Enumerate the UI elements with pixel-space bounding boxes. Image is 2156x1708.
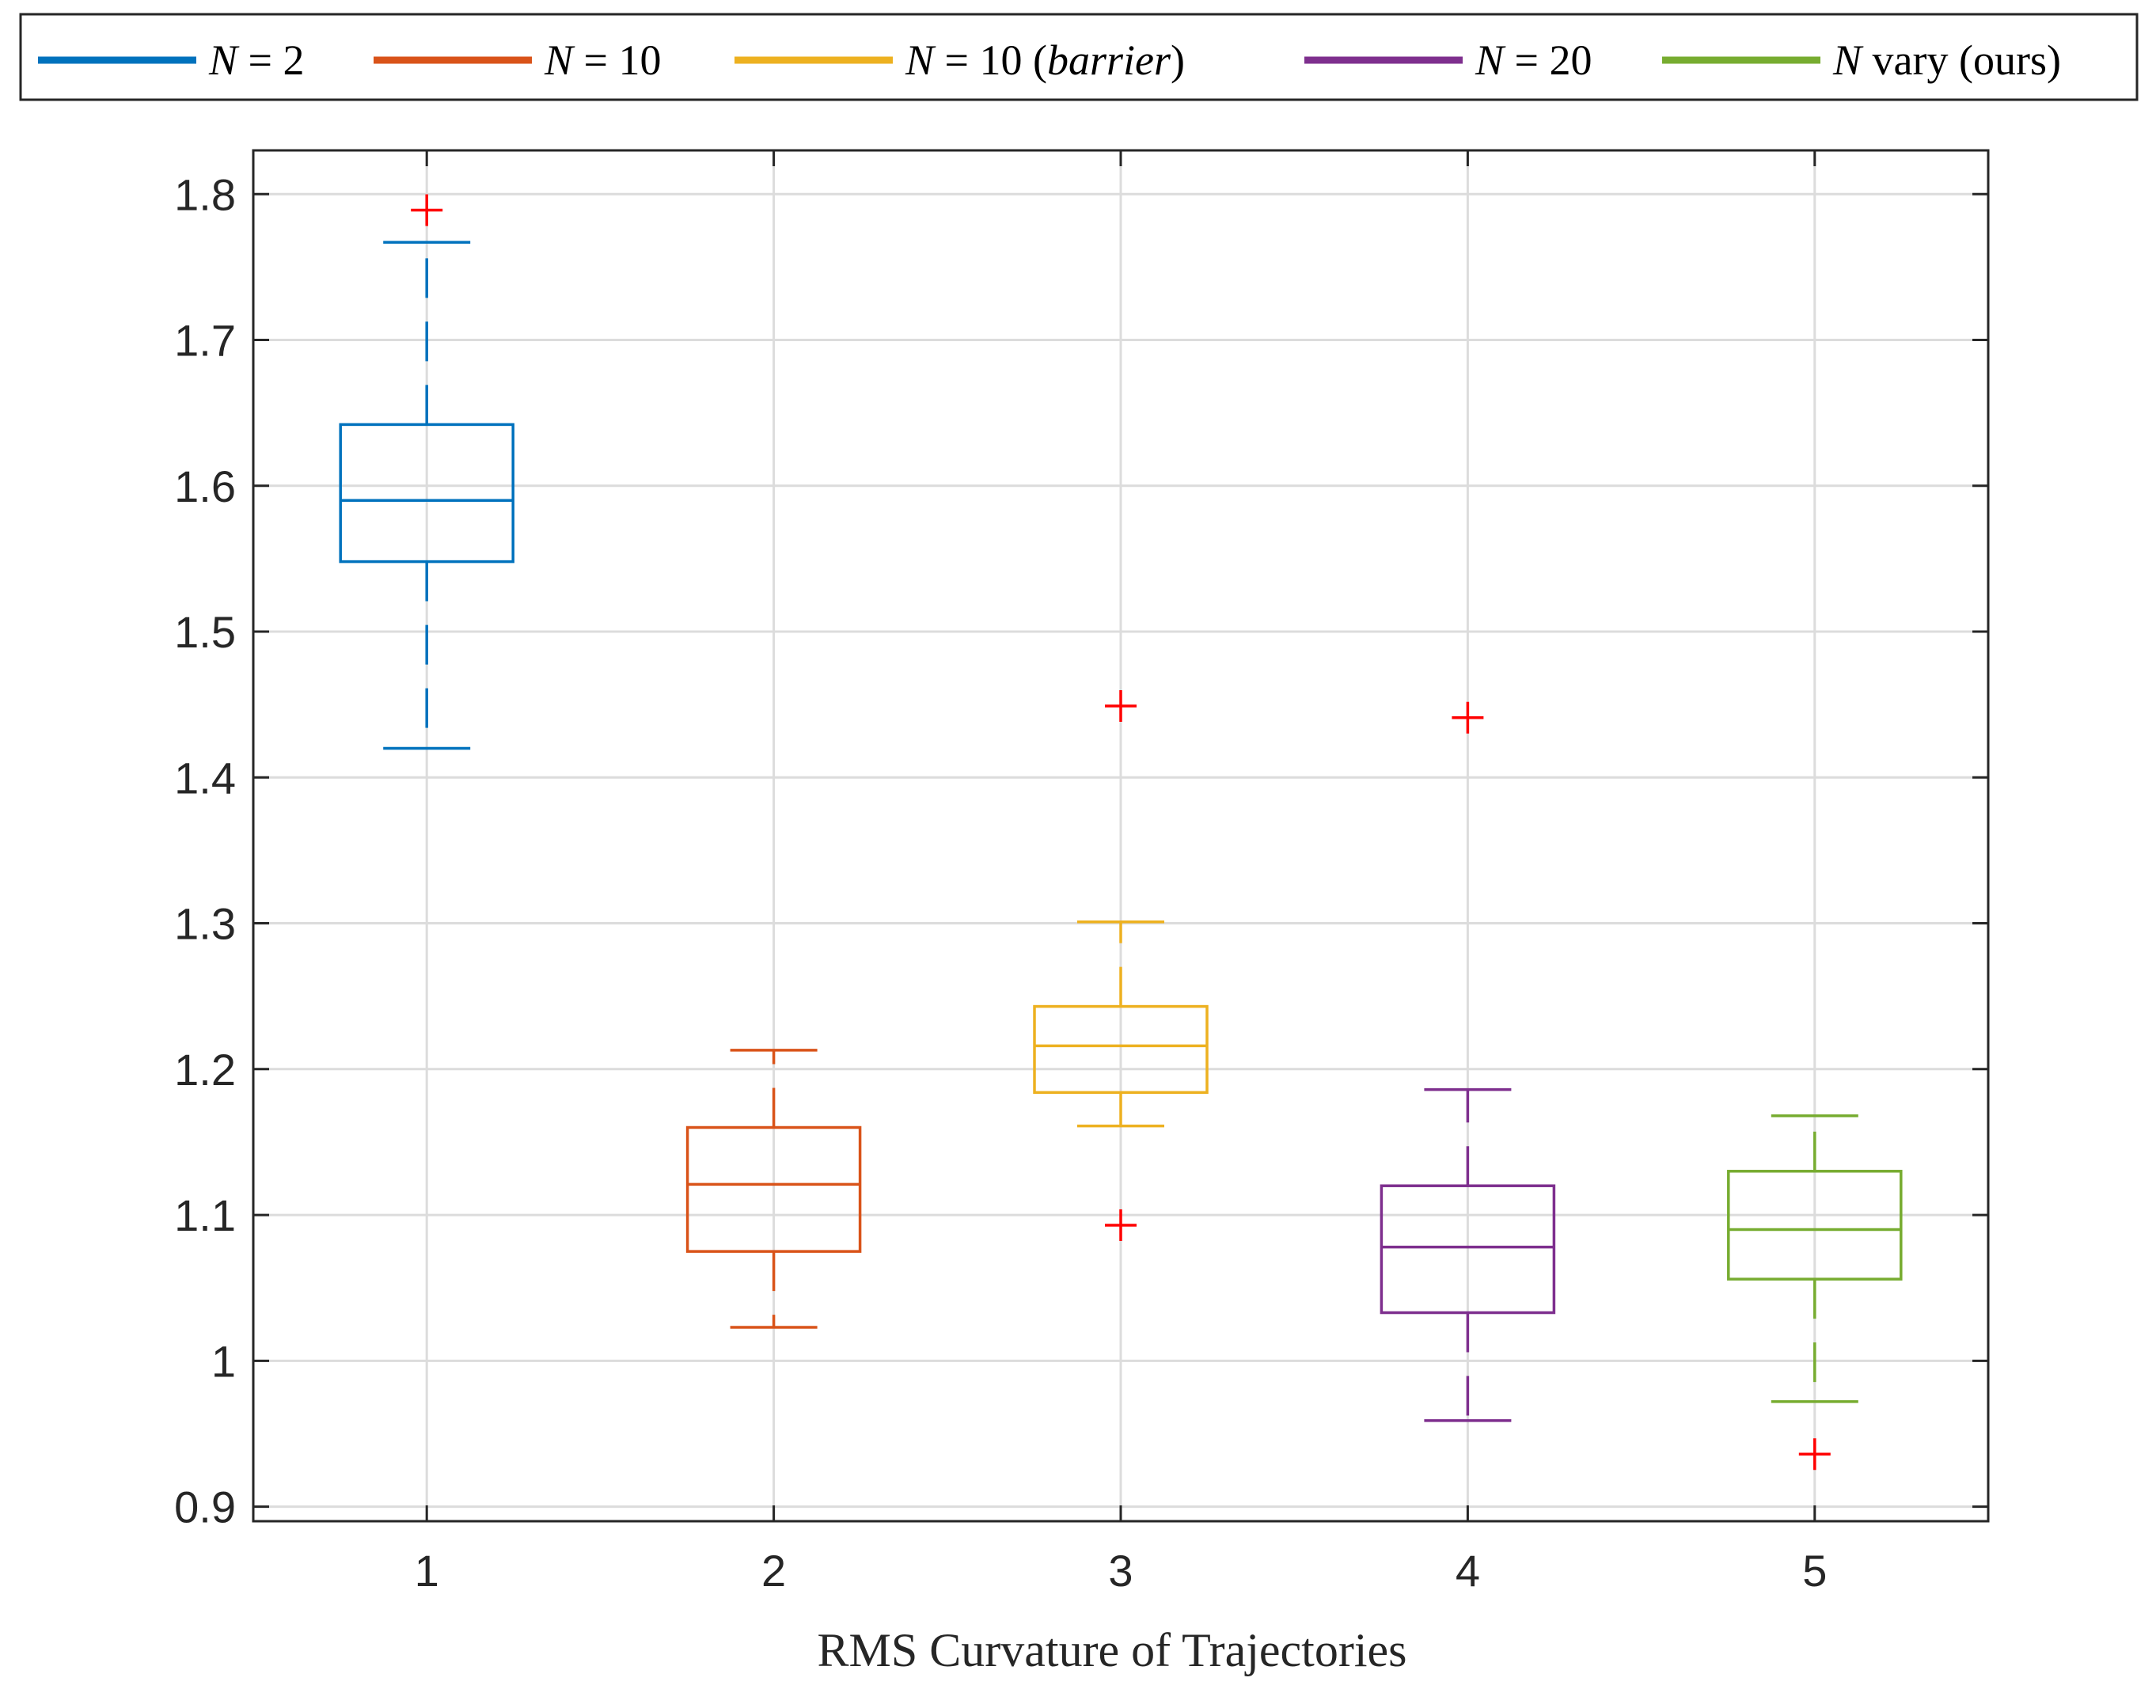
legend-label: N = 20: [1475, 36, 1592, 84]
x-axis-label: RMS Curvature of Trajectories: [818, 1624, 1407, 1676]
y-tick-label: 1.2: [174, 1045, 236, 1095]
outlier-marker: [1452, 701, 1484, 734]
legend: N = 2 N = 10 N = 10 (barrier) N = 20 N vary …: [19, 13, 2139, 101]
legend-label: N = 2: [208, 36, 305, 84]
x-tick-label: 3: [1108, 1546, 1133, 1596]
box-plot-1: [339, 194, 514, 750]
box-plot-5: [1727, 1114, 1903, 1471]
legend-entry: N vary (ours): [1662, 36, 2061, 84]
legend-label: N = 10: [544, 36, 662, 84]
box-plots: [339, 194, 1903, 1471]
legend-label: N vary (ours): [1832, 36, 2061, 84]
interquartile-box: [339, 423, 514, 564]
x-tick-label: 2: [761, 1546, 786, 1596]
legend-entry: N = 10 (barrier): [734, 36, 1185, 84]
interquartile-box: [1380, 1184, 1556, 1315]
y-tick-label: 1.3: [174, 899, 236, 949]
box-plot-4: [1380, 701, 1556, 1422]
legend-entry: N = 2: [38, 36, 305, 84]
x-tick-label: 1: [415, 1546, 439, 1596]
y-tick-label: 1: [211, 1336, 236, 1386]
legend-items: N = 2 N = 10 N = 10 (barrier) N = 20 N vary …: [38, 36, 2061, 84]
legend-entry: N = 10: [374, 36, 662, 84]
y-tick-label: 0.9: [174, 1482, 236, 1532]
interquartile-box: [1033, 1004, 1209, 1095]
y-tick-label: 1.6: [174, 461, 236, 511]
legend-entry: N = 20: [1304, 36, 1592, 84]
x-tick-label: 5: [1802, 1546, 1827, 1596]
outlier-marker: [1105, 1209, 1137, 1241]
y-tick-label: 1.5: [174, 607, 236, 657]
outlier-marker: [1105, 690, 1137, 723]
box-plot-3: [1033, 690, 1209, 1241]
x-tick-label: 4: [1456, 1546, 1480, 1596]
legend-label: N = 10 (barrier): [905, 36, 1185, 84]
tick-labels: 0.9 1 1.1 1.2 1.3 1.4 1.5 1.6 1.7 1.8 1 2 3 4 5: [174, 169, 1827, 1596]
y-tick-label: 1.7: [174, 316, 236, 366]
interquartile-box: [1727, 1170, 1903, 1281]
axis-ticks: [253, 150, 1988, 1521]
outlier-marker: [1798, 1438, 1831, 1471]
y-tick-label: 1.1: [174, 1190, 236, 1240]
outlier-marker: [411, 194, 443, 226]
interquartile-box: [685, 1125, 862, 1253]
box-plot-2: [685, 1049, 862, 1329]
y-tick-label: 1.4: [174, 753, 236, 803]
y-tick-label: 1.8: [174, 169, 236, 219]
